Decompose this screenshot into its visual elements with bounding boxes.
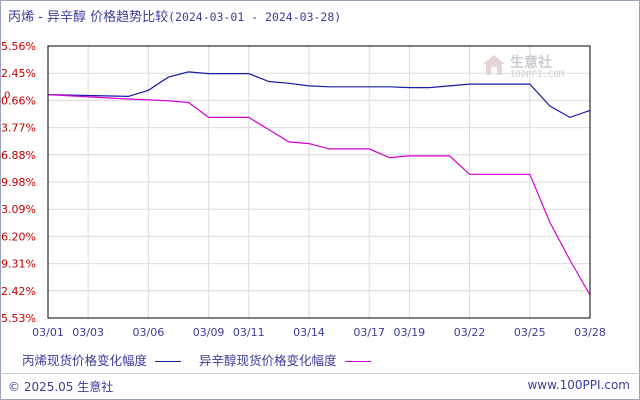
x-axis-labels: 03/01 03/03 03/06 03/09 03/11 03/14 03/17 03/19… <box>32 326 606 339</box>
x-tick-label: 03/17 <box>353 326 385 339</box>
legend-swatch-octanol <box>344 361 371 362</box>
x-tick-label: 03/01 <box>32 326 64 339</box>
y-tick-label: -3.77% <box>0 122 36 135</box>
chart-axes <box>47 45 591 319</box>
y-tick-label: -13.09% <box>0 203 36 216</box>
x-tick-label: 03/06 <box>133 326 165 339</box>
title-products: 丙烯 - 异辛醇 价格趋势比较 <box>8 10 169 25</box>
legend-label-propylene: 丙烯现货价格变化幅度 <box>22 353 148 368</box>
y-tick-label: 2.45% <box>1 67 36 80</box>
title-date-range: (2024-03-01 - 2024-03-28) <box>168 10 342 24</box>
y-zero-label: 0 <box>4 91 10 102</box>
watermark: 生意社 100PPI.COM <box>482 52 582 88</box>
legend-swatch-propylene <box>155 361 182 362</box>
y-tick-label: -6.88% <box>0 149 36 162</box>
series-layer <box>47 71 591 296</box>
y-axis-labels: 5.56% 2.45% -0.66% -3.77% -6.88% -9.98% -13.09… <box>0 40 36 325</box>
watermark-name: 生意社 <box>510 55 552 71</box>
chart-grid <box>48 46 590 318</box>
y-tick-label: -19.31% <box>0 258 36 271</box>
x-tick-label: 03/14 <box>293 326 325 339</box>
y-tick-label: -22.42% <box>0 285 36 298</box>
plot-area-border <box>47 45 591 319</box>
watermark-url: 100PPI.COM <box>510 70 565 80</box>
x-tick-label: 03/25 <box>514 326 546 339</box>
series-line-propylene <box>47 71 591 119</box>
x-tick-label: 03/22 <box>454 326 486 339</box>
x-tick-label: 03/19 <box>393 326 425 339</box>
x-tick-label: 03/03 <box>72 326 104 339</box>
footer-copyright: © 2025.05 生意社 <box>8 380 114 394</box>
y-tick-label: -0.66% <box>0 94 36 107</box>
footer-website-link[interactable]: www.100PPI.com <box>527 378 630 392</box>
legend-entry-propylene: 丙烯现货价格变化幅度 <box>22 350 182 369</box>
x-tick-label: 03/11 <box>233 326 265 339</box>
y-tick-label: -16.20% <box>0 230 36 243</box>
series-line-octanol <box>47 94 591 296</box>
x-tick-label: 03/09 <box>193 326 225 339</box>
chart-title: 丙烯 - 异辛醇 价格趋势比较(2024-03-01 - 2024-03-28) <box>8 6 341 25</box>
footer-divider <box>0 373 640 374</box>
y-tick-label: -25.53% <box>0 312 36 325</box>
x-tick-label: 03/28 <box>574 326 606 339</box>
y-tick-label: 5.56% <box>1 40 36 53</box>
chart-legend: 丙烯现货价格变化幅度 异辛醇现货价格变化幅度 <box>22 350 385 368</box>
legend-label-octanol: 异辛醇现货价格变化幅度 <box>199 353 337 368</box>
y-tick-label: -9.98% <box>0 176 36 189</box>
legend-entry-octanol: 异辛醇现货价格变化幅度 <box>199 350 371 369</box>
house-logo-icon <box>483 55 505 75</box>
